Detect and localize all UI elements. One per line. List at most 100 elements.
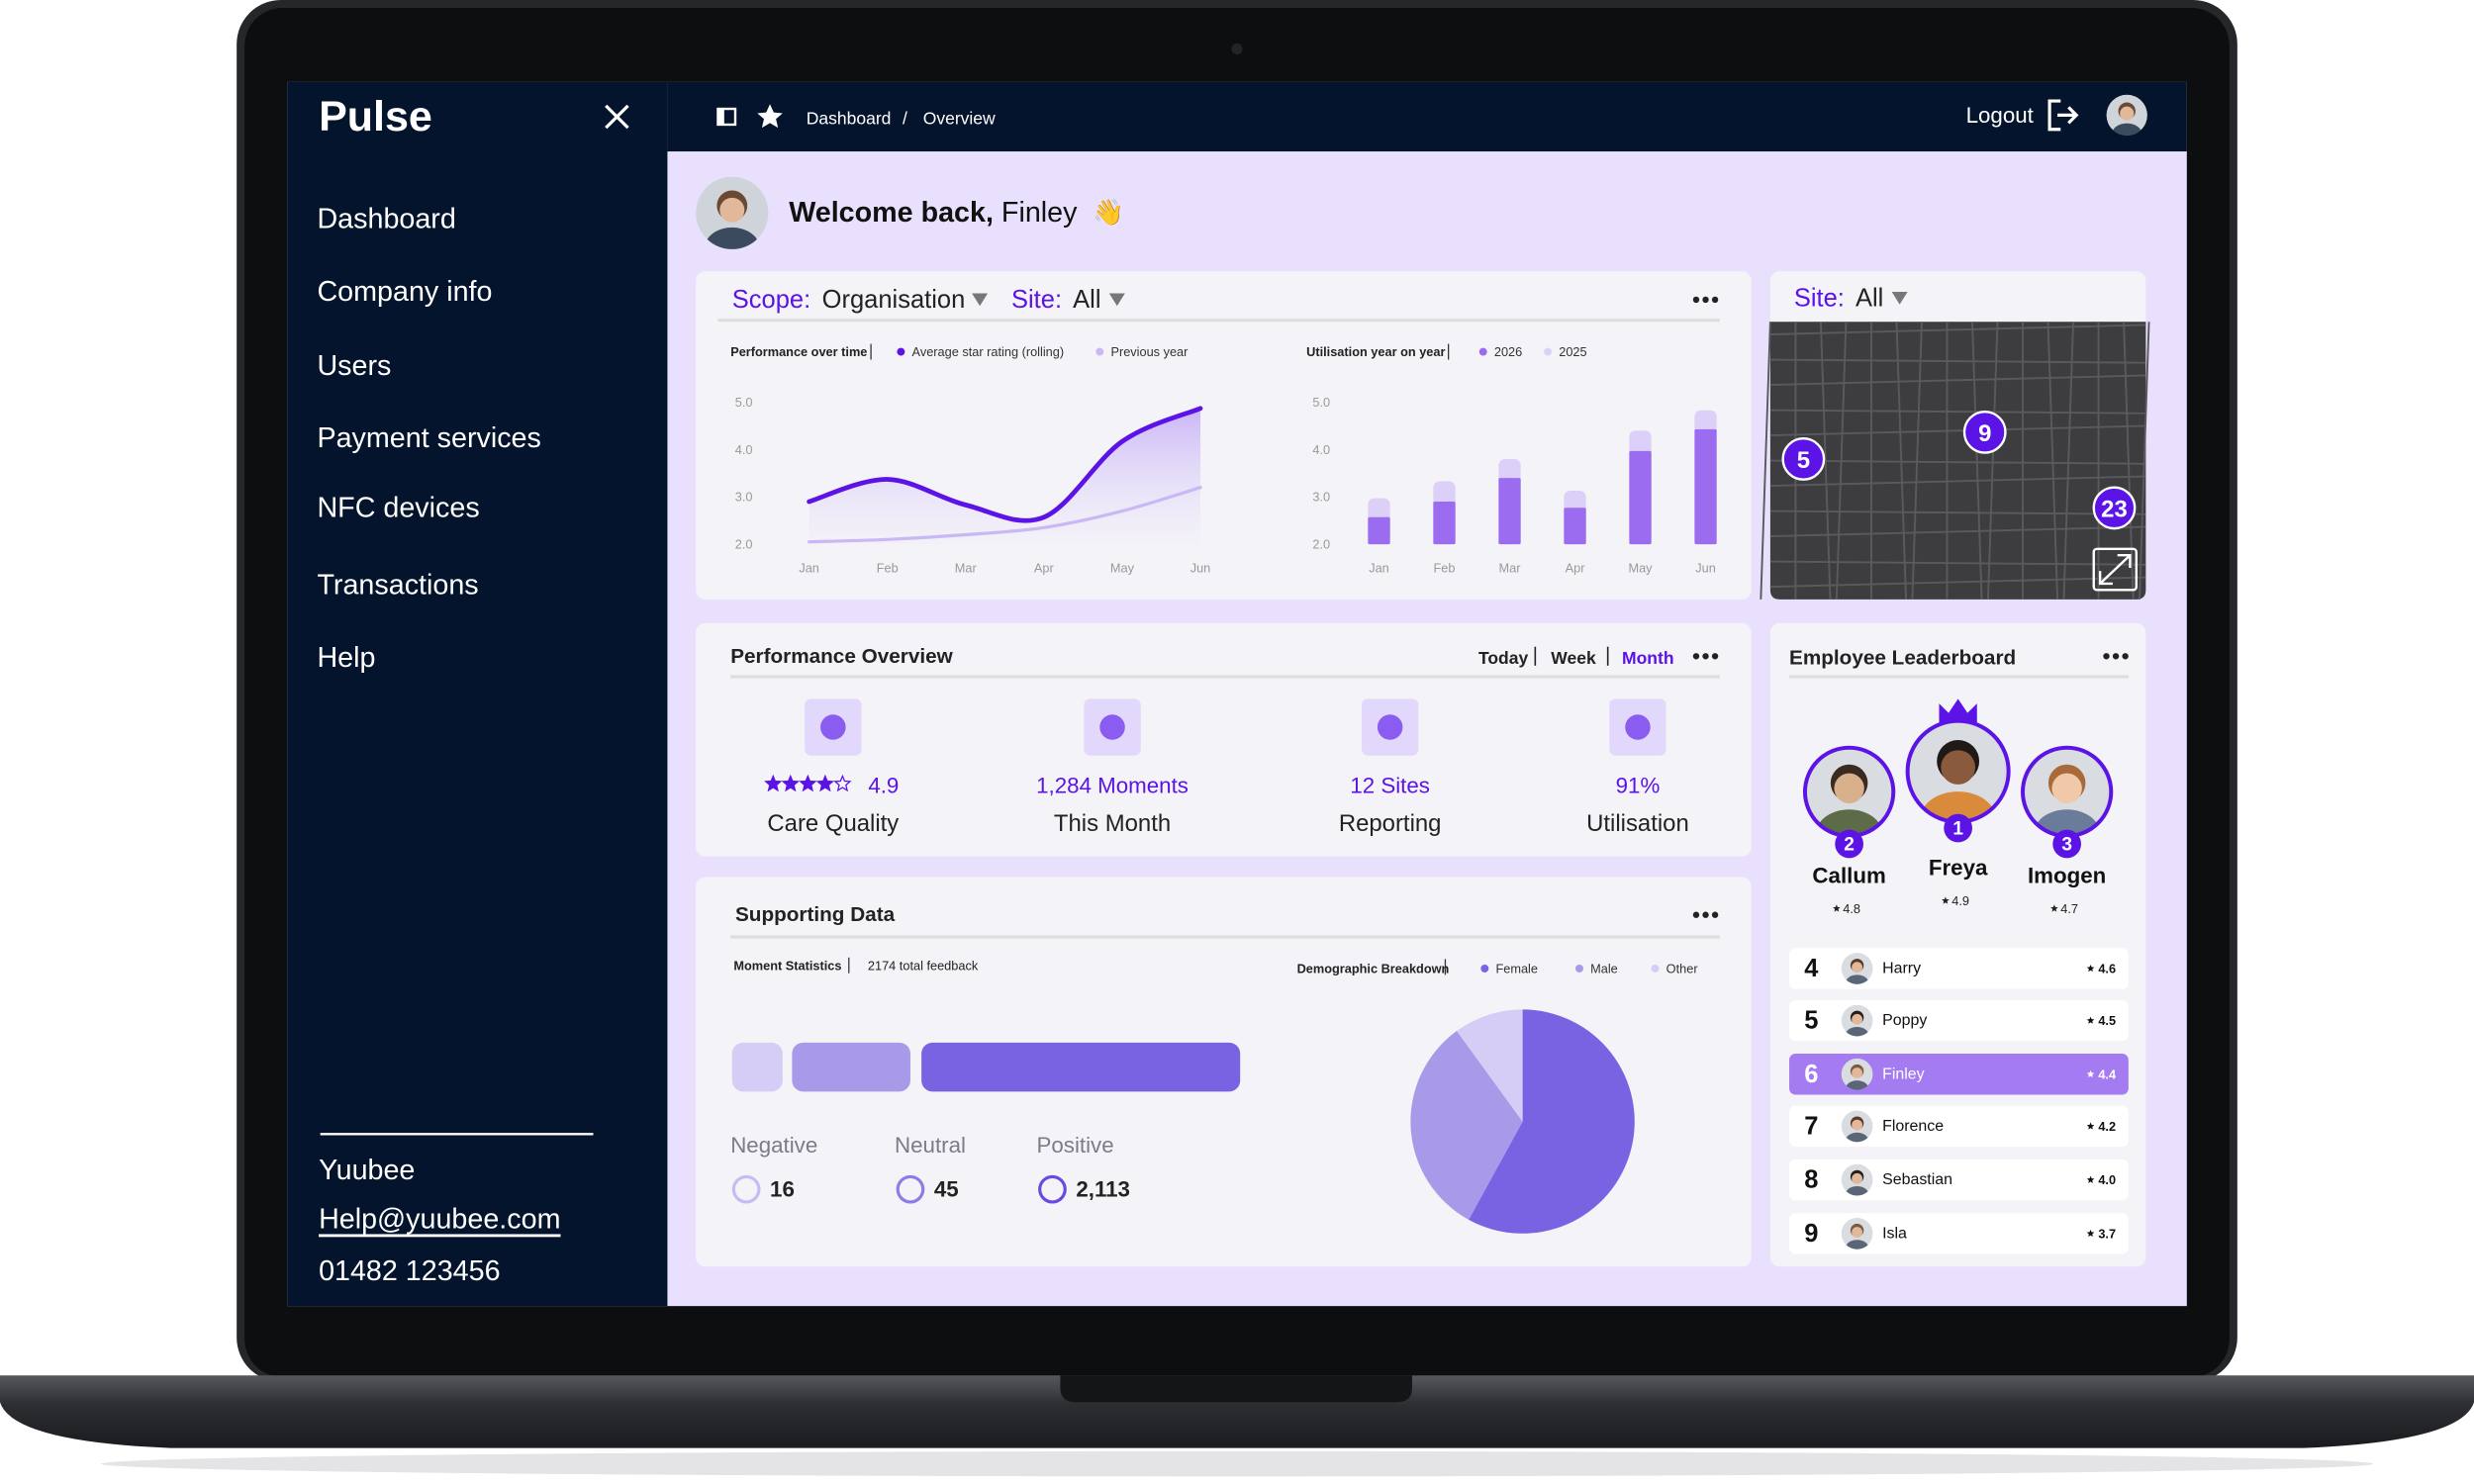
street bbox=[2139, 322, 2150, 600]
avatar bbox=[1841, 1217, 1873, 1250]
period-tab[interactable]: Today bbox=[1478, 648, 1529, 668]
avatar-body bbox=[1845, 974, 1869, 984]
logout-icon[interactable] bbox=[2047, 99, 2079, 132]
rating-star bbox=[2086, 1016, 2095, 1024]
dropdown-arrow[interactable] bbox=[972, 293, 989, 307]
bar bbox=[1498, 478, 1521, 545]
metric-icon bbox=[1625, 714, 1651, 740]
more-menu[interactable] bbox=[1692, 296, 1719, 304]
employee-name: Imogen bbox=[2028, 863, 2106, 887]
leaderboard-row[interactable] bbox=[1789, 1213, 2129, 1254]
user-name: Finley bbox=[1001, 197, 1078, 229]
rank: 7 bbox=[1804, 1112, 1818, 1140]
topbar bbox=[667, 81, 2187, 152]
more-menu[interactable] bbox=[1692, 911, 1719, 918]
x-tick-label: Jan bbox=[1369, 560, 1389, 575]
breadcrumb[interactable]: Dashboard bbox=[807, 109, 892, 129]
leaderboard-row[interactable] bbox=[1789, 1105, 2129, 1148]
more-menu[interactable] bbox=[1692, 653, 1719, 660]
rating: 4.7 bbox=[2060, 901, 2078, 916]
logout-button[interactable]: Logout bbox=[1966, 103, 2035, 128]
rank: 9 bbox=[1804, 1220, 1818, 1248]
leaderboard-row[interactable] bbox=[1789, 1159, 2129, 1201]
expand-button[interactable] bbox=[2092, 547, 2138, 592]
dot bbox=[1702, 653, 1709, 660]
bar bbox=[1368, 516, 1390, 545]
sidebar bbox=[287, 81, 668, 1307]
nav-item[interactable]: Users bbox=[317, 350, 391, 382]
x-tick-label: Jan bbox=[799, 560, 819, 575]
dot bbox=[1692, 911, 1700, 918]
rating-star bbox=[1833, 904, 1841, 912]
close-button[interactable] bbox=[605, 104, 629, 130]
street bbox=[1971, 322, 1983, 600]
map-marker[interactable] bbox=[1962, 410, 2007, 454]
favorite-icon[interactable] bbox=[757, 104, 783, 129]
street bbox=[1769, 510, 2146, 515]
rating-star bbox=[781, 774, 800, 792]
base-notch bbox=[1060, 1375, 1412, 1403]
dot bbox=[2103, 653, 2110, 660]
pie-slice bbox=[1469, 1009, 1635, 1234]
street bbox=[1911, 322, 1923, 600]
rating-star bbox=[2050, 904, 2058, 912]
rating: 4.5 bbox=[2098, 1013, 2116, 1028]
sentiment-count: 2,113 bbox=[1076, 1177, 1130, 1202]
x-tick-label: Jun bbox=[1695, 560, 1716, 575]
filter-label: Scope: bbox=[732, 286, 810, 314]
leaderboard-row[interactable] bbox=[1789, 948, 2129, 989]
map-marker[interactable] bbox=[2092, 486, 2137, 530]
more-menu[interactable] bbox=[2103, 653, 2129, 660]
metric-value: 12 Sites bbox=[1350, 774, 1430, 798]
dropdown-arrow[interactable] bbox=[1891, 291, 1908, 305]
metric-value: 91% bbox=[1616, 774, 1661, 798]
nav-item[interactable]: Payment services bbox=[317, 422, 540, 454]
dot bbox=[2112, 653, 2120, 660]
dropdown-arrow[interactable] bbox=[1108, 293, 1125, 307]
email-link[interactable]: Help@yuubee.com bbox=[319, 1203, 560, 1235]
street bbox=[1769, 358, 2146, 364]
rating: 4.0 bbox=[2098, 1172, 2116, 1187]
rating-star bbox=[764, 774, 783, 792]
panel-toggle[interactable] bbox=[716, 107, 737, 127]
rating-star bbox=[1942, 896, 1950, 904]
avatar-face bbox=[1941, 750, 1975, 785]
rating: 4.9 bbox=[1951, 893, 1969, 908]
rating-star bbox=[799, 774, 817, 792]
nav-item[interactable]: Help bbox=[317, 642, 375, 674]
nav-item[interactable]: NFC devices bbox=[317, 492, 479, 523]
dot bbox=[1692, 296, 1700, 304]
avatar bbox=[1841, 1058, 1873, 1090]
street bbox=[1769, 424, 2146, 437]
sentiment-label: Positive bbox=[1037, 1133, 1114, 1158]
avatar-body bbox=[1845, 1026, 1869, 1037]
avatar-body bbox=[705, 227, 760, 249]
leaderboard-row[interactable] bbox=[1789, 999, 2129, 1042]
nav-item[interactable]: Transactions bbox=[317, 570, 478, 602]
avatar bbox=[1841, 1004, 1873, 1037]
leaderboard-row[interactable] bbox=[1789, 1054, 2129, 1095]
street bbox=[1760, 322, 1771, 600]
period-tab[interactable]: Week bbox=[1551, 648, 1596, 668]
sentiment-bar bbox=[792, 1042, 910, 1092]
period-tab[interactable]: Month bbox=[1622, 648, 1674, 668]
map-site-select[interactable]: All bbox=[1856, 284, 1883, 312]
nav-item[interactable]: Company info bbox=[317, 276, 492, 308]
y-tick-label: 4.0 bbox=[735, 442, 753, 457]
rating-star bbox=[2086, 964, 2095, 973]
x-tick-label: Apr bbox=[1034, 560, 1055, 575]
y-tick-label: 2.0 bbox=[1312, 537, 1330, 552]
legend-swatch bbox=[1544, 347, 1553, 356]
map-marker[interactable] bbox=[1781, 437, 1826, 481]
marker-count: 23 bbox=[2101, 496, 2128, 522]
legend-label: Other bbox=[1666, 961, 1699, 975]
area bbox=[809, 408, 1201, 545]
camera bbox=[1231, 43, 1243, 55]
legend-label: 2025 bbox=[1559, 344, 1586, 359]
metric-label: Utilisation bbox=[1586, 810, 1689, 837]
x-tick-label: May bbox=[1628, 560, 1653, 575]
site-select[interactable]: All bbox=[1073, 286, 1100, 314]
nav-item[interactable]: Dashboard bbox=[317, 204, 455, 235]
scope-select[interactable]: Organisation bbox=[822, 286, 966, 314]
rank: 1 bbox=[1952, 818, 1963, 839]
